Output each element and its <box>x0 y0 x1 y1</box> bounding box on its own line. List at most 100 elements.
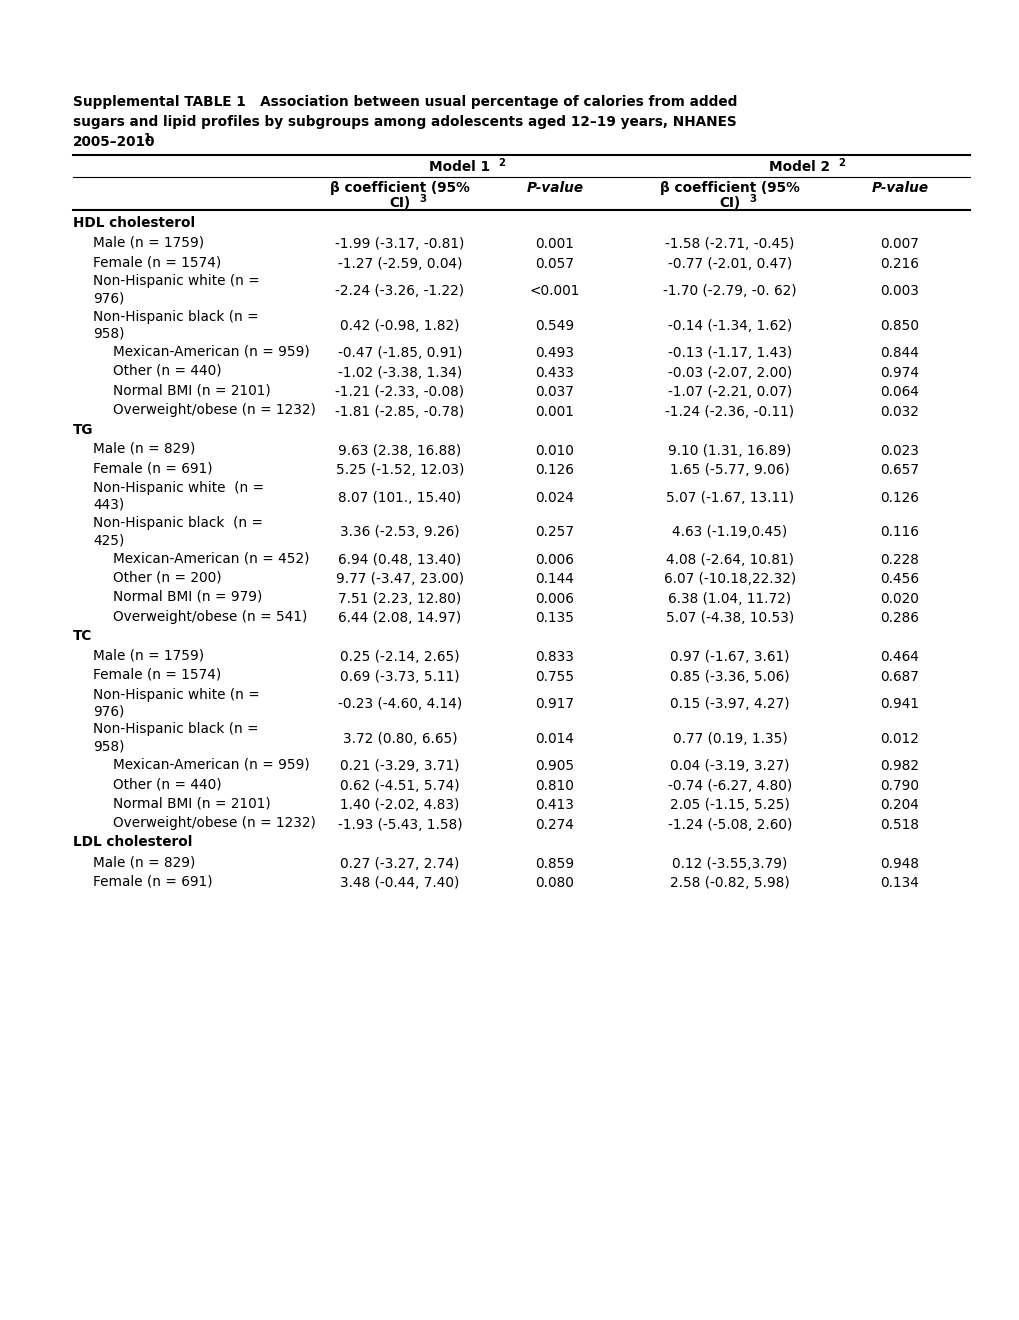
Text: 0.04 (-3.19, 3.27): 0.04 (-3.19, 3.27) <box>669 759 789 774</box>
Text: 0.274: 0.274 <box>535 818 574 832</box>
Text: 0.850: 0.850 <box>879 319 918 333</box>
Text: -0.14 (-1.34, 1.62): -0.14 (-1.34, 1.62) <box>667 319 792 333</box>
Text: 3: 3 <box>748 194 755 205</box>
Text: 0.27 (-3.27, 2.74): 0.27 (-3.27, 2.74) <box>340 857 460 871</box>
Text: 0.62 (-4.51, 5.74): 0.62 (-4.51, 5.74) <box>340 779 460 793</box>
Text: 976): 976) <box>93 292 124 305</box>
Text: Overweight/obese (n = 541): Overweight/obese (n = 541) <box>113 610 307 623</box>
Text: 958): 958) <box>93 739 124 754</box>
Text: 0.25 (-2.14, 2.65): 0.25 (-2.14, 2.65) <box>340 651 460 664</box>
Text: 0.657: 0.657 <box>879 463 918 478</box>
Text: 9.63 (2.38, 16.88): 9.63 (2.38, 16.88) <box>338 444 462 458</box>
Text: 1.40 (-2.02, 4.83): 1.40 (-2.02, 4.83) <box>340 799 460 812</box>
Text: Male (n = 829): Male (n = 829) <box>93 855 196 869</box>
Text: Non-Hispanic black  (n =: Non-Hispanic black (n = <box>93 516 263 531</box>
Text: 0.080: 0.080 <box>535 876 574 890</box>
Text: 0.859: 0.859 <box>535 857 574 871</box>
Text: Male (n = 829): Male (n = 829) <box>93 442 196 455</box>
Text: 1.65 (-5.77, 9.06): 1.65 (-5.77, 9.06) <box>669 463 789 478</box>
Text: 0.85 (-3.36, 5.06): 0.85 (-3.36, 5.06) <box>669 669 789 684</box>
Text: Non-Hispanic black (n =: Non-Hispanic black (n = <box>93 722 259 737</box>
Text: Non-Hispanic white (n =: Non-Hispanic white (n = <box>93 275 260 289</box>
Text: 6.44 (2.08, 14.97): 6.44 (2.08, 14.97) <box>338 611 462 626</box>
Text: -0.23 (-4.60, 4.14): -0.23 (-4.60, 4.14) <box>337 697 462 711</box>
Text: 2: 2 <box>838 158 844 168</box>
Text: 0.982: 0.982 <box>879 759 918 774</box>
Text: 0.012: 0.012 <box>879 733 918 746</box>
Text: Mexican-American (n = 959): Mexican-American (n = 959) <box>113 758 310 771</box>
Text: Other (n = 200): Other (n = 200) <box>113 570 221 585</box>
Text: HDL cholesterol: HDL cholesterol <box>73 216 195 230</box>
Text: P-value: P-value <box>526 181 583 195</box>
Text: 0.12 (-3.55,3.79): 0.12 (-3.55,3.79) <box>672 857 787 871</box>
Text: 0.020: 0.020 <box>879 591 918 606</box>
Text: 0.493: 0.493 <box>535 346 574 360</box>
Text: Female (n = 1574): Female (n = 1574) <box>93 255 221 269</box>
Text: -1.27 (-2.59, 0.04): -1.27 (-2.59, 0.04) <box>337 257 462 271</box>
Text: Overweight/obese (n = 1232): Overweight/obese (n = 1232) <box>113 816 316 830</box>
Text: 976): 976) <box>93 705 124 718</box>
Text: Model 2: Model 2 <box>768 160 829 174</box>
Text: 0.228: 0.228 <box>879 553 918 566</box>
Text: Mexican-American (n = 959): Mexican-American (n = 959) <box>113 345 310 359</box>
Text: Non-Hispanic black (n =: Non-Hispanic black (n = <box>93 309 259 323</box>
Text: -1.81 (-2.85, -0.78): -1.81 (-2.85, -0.78) <box>335 405 465 418</box>
Text: -1.58 (-2.71, -0.45): -1.58 (-2.71, -0.45) <box>664 238 794 251</box>
Text: 9.77 (-3.47, 23.00): 9.77 (-3.47, 23.00) <box>335 573 464 586</box>
Text: Female (n = 691): Female (n = 691) <box>93 462 212 475</box>
Text: 0.549: 0.549 <box>535 319 574 333</box>
Text: -0.03 (-2.07, 2.00): -0.03 (-2.07, 2.00) <box>667 366 792 380</box>
Text: 0.77 (0.19, 1.35): 0.77 (0.19, 1.35) <box>672 733 787 746</box>
Text: 0.687: 0.687 <box>879 669 918 684</box>
Text: Female (n = 1574): Female (n = 1574) <box>93 668 221 682</box>
Text: 3: 3 <box>419 194 426 205</box>
Text: 5.25 (-1.52, 12.03): 5.25 (-1.52, 12.03) <box>335 463 464 478</box>
Text: Non-Hispanic white  (n =: Non-Hispanic white (n = <box>93 480 264 495</box>
Text: 6.94 (0.48, 13.40): 6.94 (0.48, 13.40) <box>338 553 462 566</box>
Text: 0.014: 0.014 <box>535 733 574 746</box>
Text: Overweight/obese (n = 1232): Overweight/obese (n = 1232) <box>113 403 316 417</box>
Text: CI): CI) <box>718 195 740 210</box>
Text: 3.48 (-0.44, 7.40): 3.48 (-0.44, 7.40) <box>340 876 460 890</box>
Text: 4.63 (-1.19,0.45): 4.63 (-1.19,0.45) <box>672 525 787 540</box>
Text: 0.433: 0.433 <box>535 366 574 380</box>
Text: -0.74 (-6.27, 4.80): -0.74 (-6.27, 4.80) <box>667 779 792 793</box>
Text: 0.42 (-0.98, 1.82): 0.42 (-0.98, 1.82) <box>340 319 460 333</box>
Text: 0.116: 0.116 <box>879 525 918 540</box>
Text: 443): 443) <box>93 498 124 512</box>
Text: 0.037: 0.037 <box>535 385 574 399</box>
Text: -1.24 (-5.08, 2.60): -1.24 (-5.08, 2.60) <box>667 818 792 832</box>
Text: 0.413: 0.413 <box>535 799 574 812</box>
Text: sugars and lipid profiles by subgroups among adolescents aged 12–19 years, NHANE: sugars and lipid profiles by subgroups a… <box>73 115 736 129</box>
Text: -1.24 (-2.36, -0.11): -1.24 (-2.36, -0.11) <box>664 405 794 418</box>
Text: 0.257: 0.257 <box>535 525 574 540</box>
Text: TC: TC <box>73 630 92 643</box>
Text: 0.216: 0.216 <box>879 257 918 271</box>
Text: CI): CI) <box>389 195 411 210</box>
Text: 5.07 (-1.67, 13.11): 5.07 (-1.67, 13.11) <box>665 491 793 504</box>
Text: 0.518: 0.518 <box>879 818 918 832</box>
Text: -1.21 (-2.33, -0.08): -1.21 (-2.33, -0.08) <box>335 385 464 399</box>
Text: Mexican-American (n = 452): Mexican-American (n = 452) <box>113 550 309 565</box>
Text: 8.07 (101., 15.40): 8.07 (101., 15.40) <box>338 491 462 504</box>
Text: -1.02 (-3.38, 1.34): -1.02 (-3.38, 1.34) <box>337 366 462 380</box>
Text: 2.05 (-1.15, 5.25): 2.05 (-1.15, 5.25) <box>669 799 789 812</box>
Text: P-value: P-value <box>870 181 927 195</box>
Text: 0.790: 0.790 <box>879 779 918 793</box>
Text: 0.006: 0.006 <box>535 553 574 566</box>
Text: 0.003: 0.003 <box>879 284 918 298</box>
Text: 425): 425) <box>93 533 124 546</box>
Text: 0.948: 0.948 <box>879 857 918 871</box>
Text: Other (n = 440): Other (n = 440) <box>113 777 221 791</box>
Text: 0.057: 0.057 <box>535 257 574 271</box>
Text: 3.72 (0.80, 6.65): 3.72 (0.80, 6.65) <box>342 733 457 746</box>
Text: 0.464: 0.464 <box>879 651 918 664</box>
Text: 0.135: 0.135 <box>535 611 574 626</box>
Text: 0.144: 0.144 <box>535 573 574 586</box>
Text: 2.58 (-0.82, 5.98): 2.58 (-0.82, 5.98) <box>669 876 789 890</box>
Text: 3.36 (-2.53, 9.26): 3.36 (-2.53, 9.26) <box>340 525 460 540</box>
Text: 1: 1 <box>144 133 151 143</box>
Text: 0.21 (-3.29, 3.71): 0.21 (-3.29, 3.71) <box>340 759 460 774</box>
Text: 0.941: 0.941 <box>879 697 918 711</box>
Text: -1.99 (-3.17, -0.81): -1.99 (-3.17, -0.81) <box>335 238 465 251</box>
